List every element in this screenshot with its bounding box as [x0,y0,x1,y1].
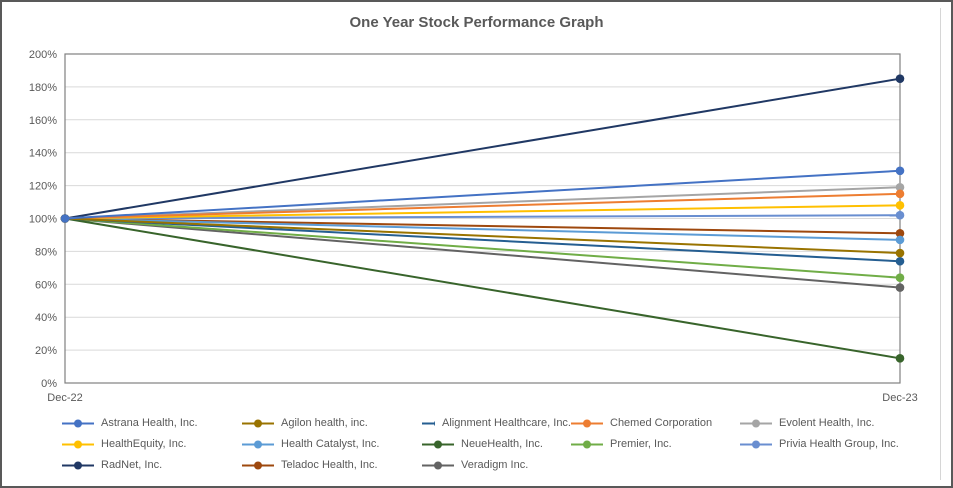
legend-marker-icon [242,461,274,469]
legend-label: RadNet, Inc. [101,459,163,471]
legend-label: Alignment Healthcare, Inc. [441,417,571,429]
series-line [64,169,901,220]
legend-item: Agilon health, inc. [242,416,422,430]
series-point-marker [895,283,905,292]
legend-marker-icon [62,440,94,448]
legend-label: NeueHealth, Inc. [461,438,543,450]
legend-marker-icon [242,440,274,448]
series-line [64,217,901,255]
legend-label: Health Catalyst, Inc. [281,438,380,450]
y-axis-tick-label: 80% [35,246,57,258]
legend-marker-icon [571,440,603,448]
legend-label: Astrana Health, Inc. [101,417,198,429]
chart-area-frame [940,8,941,480]
legend-item: NeueHealth, Inc. [422,437,571,451]
series-line [64,214,901,220]
legend-item: RadNet, Inc. [62,458,242,472]
legend-item: Alignment Healthcare, Inc. [422,416,571,430]
chart-title: One Year Stock Performance Graph [349,14,604,31]
series-line [64,217,901,263]
series-point-marker [895,210,905,220]
series-line [64,186,901,220]
legend-item: Teladoc Health, Inc. [242,458,422,472]
legend-label: Privia Health Group, Inc. [779,438,899,450]
legend-marker-icon [740,419,772,427]
series-point-marker [895,235,905,245]
series-point-marker [895,256,905,266]
legend-marker-icon [242,419,274,427]
y-axis-tick-label: 100% [29,214,57,226]
series-point-marker [895,201,905,210]
series-line [64,204,901,220]
series-line [64,217,901,241]
series-line [64,192,901,220]
series-point-marker [60,214,70,223]
legend-item: HealthEquity, Inc. [62,437,242,451]
series-point-marker [895,182,905,192]
y-axis-tick-label: 160% [29,115,57,127]
y-axis-tick-label: 60% [35,279,57,291]
series-line [64,217,901,279]
legend-label: Premier, Inc. [610,438,672,450]
chart-legend: Astrana Health, Inc. Agilon health, inc. A… [2,416,951,472]
legend-marker-icon [62,419,94,427]
series-point-marker [895,229,905,238]
series-point-marker [895,354,905,363]
y-axis-tick-label: 20% [35,345,57,357]
legend-item: Veradigm Inc. [422,458,571,472]
series-line [64,217,901,235]
legend-item: Evolent Health, Inc. [740,416,951,430]
legend-marker-icon [422,420,435,426]
series-point-marker [895,166,905,176]
legend-item: Health Catalyst, Inc. [242,437,422,451]
legend-marker-icon [740,440,772,448]
legend-label: HealthEquity, Inc. [101,438,187,450]
series-line [64,217,901,289]
y-axis-tick-label: 140% [29,148,57,160]
legend-marker-icon [571,419,603,427]
y-axis-tick-label: 200% [29,49,57,61]
legend-label: Agilon health, inc. [281,417,368,429]
y-axis-tick-label: 0% [41,378,57,390]
legend-label: Evolent Health, Inc. [779,417,875,429]
y-axis-tick-label: 40% [35,312,57,324]
legend-item: Astrana Health, Inc. [62,416,242,430]
series-line [64,77,901,220]
legend-label: Veradigm Inc. [461,459,529,471]
series-point-marker [895,273,905,283]
x-axis-tick-label: Dec-23 [882,392,917,404]
y-axis-tick-label: 120% [29,181,57,193]
y-axis-tick-label: 180% [29,82,57,94]
legend-marker-icon [422,440,454,448]
legend-label: Chemed Corporation [610,417,713,429]
legend-label: Teladoc Health, Inc. [281,459,378,471]
series-point-marker [895,189,905,199]
legend-item: Chemed Corporation [571,416,740,430]
legend-item: Premier, Inc. [571,437,740,451]
legend-marker-icon [62,461,94,469]
x-axis-tick-label: Dec-22 [47,392,82,404]
series-point-marker [895,74,905,83]
legend-marker-icon [422,461,454,469]
legend-item: Privia Health Group, Inc. [740,437,951,451]
series-line [64,217,901,360]
series-point-marker [895,248,905,258]
